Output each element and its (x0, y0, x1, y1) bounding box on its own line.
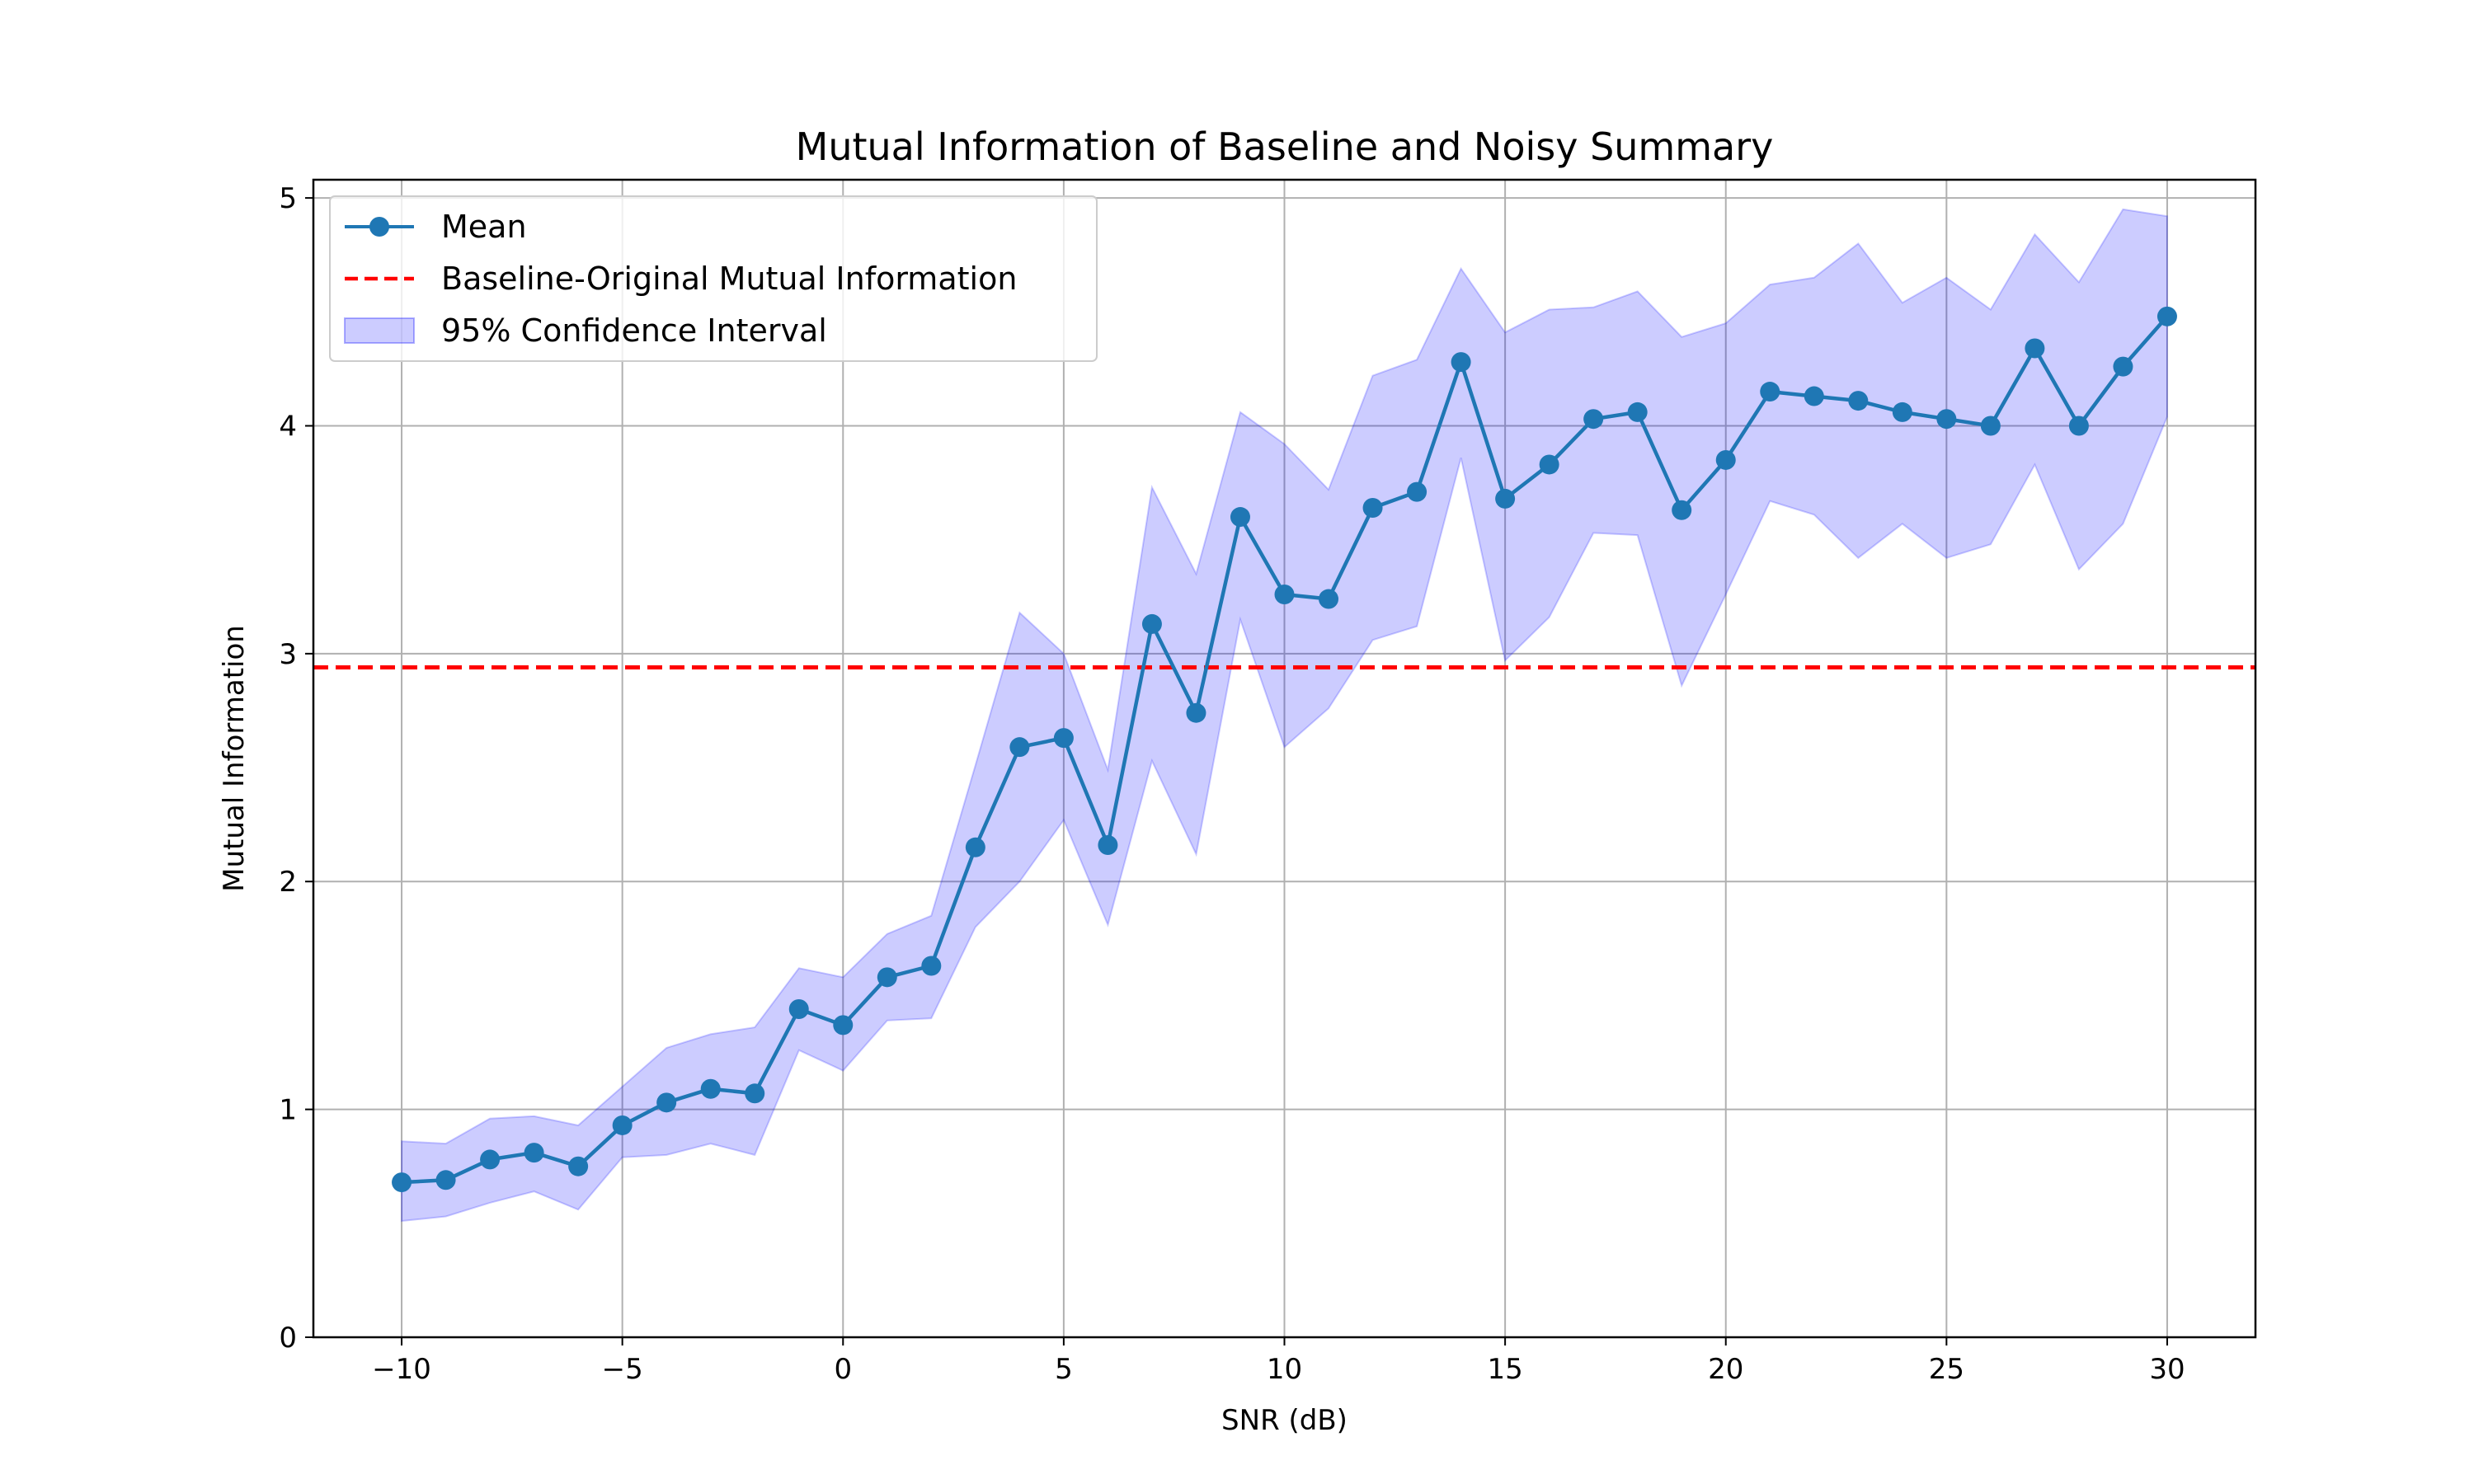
mean-point-16 (1098, 835, 1118, 856)
legend-item-baseline: Baseline-Original Mutual Information (345, 261, 1017, 297)
x-tick-label-6: 20 (1708, 1353, 1743, 1386)
mean-point-36 (1980, 416, 2001, 436)
y-tick-label-4: 4 (279, 410, 297, 443)
mean-point-39 (2113, 356, 2133, 377)
y-tick-label-1: 1 (279, 1094, 297, 1127)
mean-point-19 (1230, 507, 1250, 528)
y-axis-label: Mutual Information (218, 625, 251, 892)
chart-title: Mutual Information of Baseline and Noisy… (796, 124, 1774, 169)
mean-point-34 (1892, 402, 1912, 422)
mean-point-24 (1451, 352, 1471, 373)
legend-baseline-label: Baseline-Original Mutual Information (441, 261, 1017, 297)
mean-point-38 (2068, 416, 2089, 436)
legend-ci-swatch (344, 317, 415, 344)
y-tick-label-3: 3 (279, 638, 297, 671)
legend-item-mean: Mean (345, 209, 527, 245)
mean-point-4 (568, 1156, 589, 1176)
mean-point-23 (1407, 481, 1427, 502)
mean-point-10 (833, 1015, 854, 1036)
mean-point-1 (435, 1170, 456, 1190)
mean-point-2 (480, 1149, 501, 1170)
x-tick-label-1: −5 (602, 1353, 643, 1386)
mean-point-13 (965, 837, 985, 857)
x-axis: −10 −5 0 5 10 15 20 25 30 (372, 1337, 2185, 1386)
mean-point-32 (1804, 386, 1824, 406)
mean-point-40 (2157, 306, 2177, 326)
mean-point-8 (745, 1083, 765, 1104)
x-tick-label-7: 25 (1929, 1353, 1964, 1386)
mean-point-29 (1672, 500, 1692, 520)
mean-point-14 (1009, 737, 1030, 758)
x-tick-label-2: 0 (834, 1353, 852, 1386)
mean-point-25 (1495, 488, 1516, 509)
mean-point-0 (392, 1172, 412, 1193)
x-tick-label-4: 10 (1267, 1353, 1302, 1386)
mean-point-33 (1848, 391, 1869, 411)
y-tick-label-2: 2 (279, 866, 297, 899)
legend-item-ci: 95% Confidence Interval (344, 312, 827, 349)
mean-point-30 (1715, 449, 1736, 470)
y-axis: 0 1 2 3 4 5 (279, 182, 313, 1355)
x-tick-label-8: 30 (2149, 1353, 2185, 1386)
legend-box (329, 195, 1098, 362)
mean-point-27 (1583, 409, 1604, 430)
mean-point-18 (1186, 702, 1206, 723)
mean-point-17 (1141, 613, 1162, 634)
mean-point-11 (877, 967, 897, 988)
mean-point-37 (2025, 338, 2045, 359)
x-axis-label: SNR (dB) (1221, 1404, 1348, 1437)
y-tick-label-5: 5 (279, 182, 297, 215)
mean-point-9 (788, 999, 809, 1020)
mean-point-12 (921, 956, 942, 976)
mean-point-28 (1627, 402, 1648, 422)
legend: Mean Baseline-Original Mutual Informatio… (329, 195, 1098, 362)
mean-point-5 (612, 1115, 633, 1135)
legend-mean-marker (369, 217, 389, 237)
y-tick-label-0: 0 (279, 1322, 297, 1355)
mean-point-22 (1362, 497, 1383, 518)
mean-point-6 (656, 1092, 677, 1113)
x-tick-label-3: 5 (1055, 1353, 1073, 1386)
mean-point-15 (1053, 728, 1074, 749)
mean-point-35 (1936, 409, 1957, 430)
mean-point-26 (1539, 454, 1559, 475)
x-tick-label-5: 15 (1487, 1353, 1522, 1386)
mean-point-3 (524, 1143, 544, 1163)
mean-point-7 (700, 1078, 721, 1099)
mean-point-31 (1760, 382, 1780, 402)
legend-mean-label: Mean (441, 209, 527, 245)
legend-ci-label: 95% Confidence Interval (441, 312, 827, 349)
mean-point-20 (1274, 585, 1295, 605)
mean-series-layer (392, 306, 2177, 1193)
x-tick-label-0: −10 (372, 1353, 431, 1386)
mean-point-21 (1319, 589, 1339, 609)
